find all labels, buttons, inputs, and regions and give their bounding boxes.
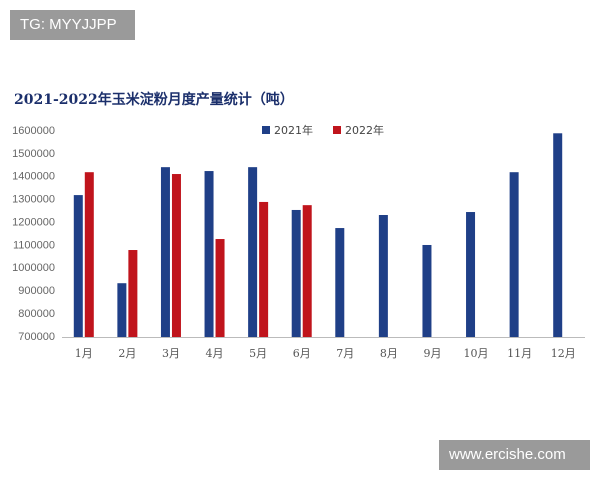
y-tick-label: 1000000	[12, 262, 55, 274]
legend-swatch	[262, 126, 270, 134]
x-tick-label: 2月	[118, 347, 136, 360]
bar	[128, 250, 138, 337]
bar	[248, 167, 258, 337]
y-tick-label: 900000	[18, 285, 55, 297]
watermark: TG: MYYJJPP	[20, 16, 117, 33]
legend-label: 2022年	[345, 123, 384, 137]
chart-title: 2021-2022年玉米淀粉月度产量统计（吨）	[14, 91, 294, 108]
bar	[259, 201, 269, 337]
bar	[215, 239, 225, 337]
legend-swatch	[333, 126, 341, 134]
x-tick-label: 12月	[551, 347, 576, 360]
watermark: www.ercishe.com	[448, 446, 566, 463]
bar	[291, 209, 301, 337]
bar	[378, 215, 388, 337]
y-tick-label: 800000	[18, 308, 55, 320]
bar	[171, 174, 181, 337]
bar	[422, 244, 432, 337]
watermark-box	[10, 10, 135, 40]
bar	[160, 167, 170, 337]
bar	[466, 212, 476, 337]
bar	[73, 195, 83, 337]
x-tick-label: 4月	[206, 347, 224, 360]
x-tick-label: 7月	[336, 347, 354, 360]
bar	[509, 172, 519, 337]
x-tick-label: 9月	[423, 347, 441, 360]
y-tick-label: 1200000	[12, 216, 55, 228]
x-tick-label: 10月	[464, 347, 489, 360]
bar	[335, 228, 345, 337]
bar	[84, 172, 94, 337]
watermark-box	[439, 440, 590, 470]
bar	[302, 205, 312, 337]
y-tick-label: 1400000	[12, 171, 55, 183]
y-tick-label: 1300000	[12, 194, 55, 206]
x-tick-label: 11月	[507, 347, 532, 360]
bar	[117, 283, 127, 337]
y-tick-label: 700000	[18, 331, 55, 343]
legend-label: 2021年	[274, 123, 313, 137]
y-tick-label: 1500000	[12, 148, 55, 160]
x-tick-label: 6月	[293, 347, 311, 360]
x-tick-label: 1月	[75, 347, 93, 360]
bar	[204, 171, 214, 337]
bar	[553, 133, 563, 337]
y-tick-label: 1100000	[13, 239, 55, 251]
y-tick-label: 1600000	[12, 125, 55, 137]
x-tick-label: 5月	[249, 347, 267, 360]
x-tick-label: 3月	[162, 347, 180, 360]
x-tick-label: 8月	[380, 347, 398, 360]
